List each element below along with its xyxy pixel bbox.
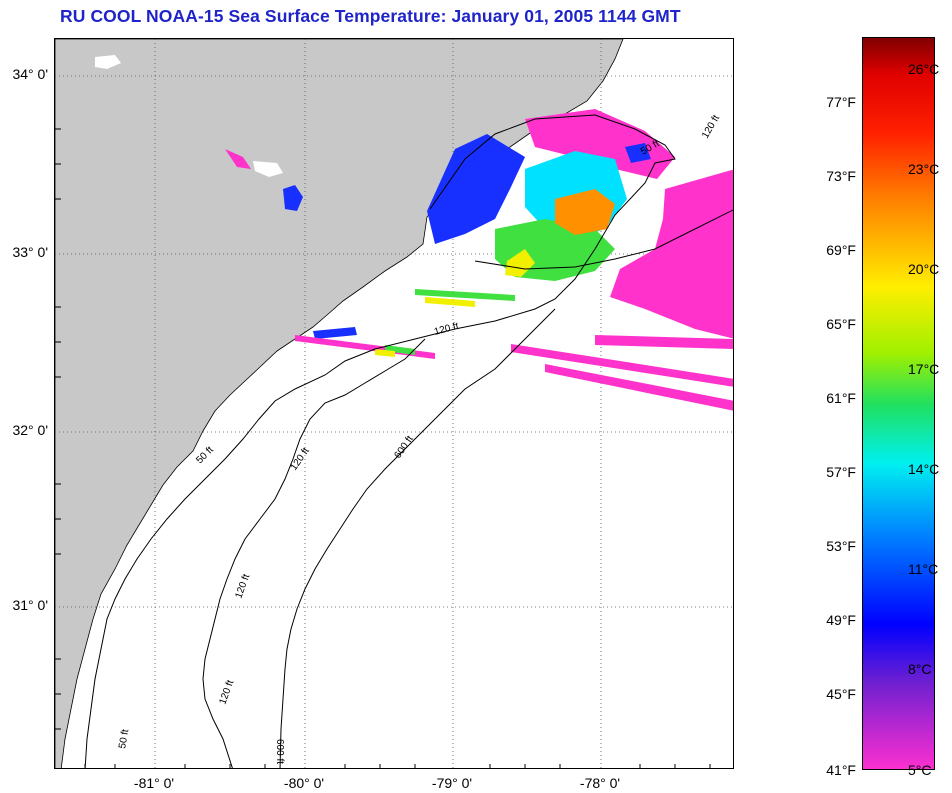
contour-600ft [279,308,556,768]
sst-swath [313,327,357,339]
depth-contours [84,114,733,768]
sst-map[interactable]: 50 ft 120 ft 50 ft 120 ft 600 ft 120 ft … [54,38,734,769]
colorbar-celsius-label: 26°C [908,61,940,77]
map-title: RU COOL NOAA-15 Sea Surface Temperature:… [60,6,681,26]
inland-lake [253,161,283,177]
sst-patch-blue [625,143,651,163]
sst-swath [595,335,733,349]
temperature-colorbar [862,37,935,770]
colorbar-celsius-label: 5°C [908,762,932,778]
sst-patch-yellow [505,249,535,277]
sst-swath [425,297,475,307]
contour-label: 120 ft [433,321,460,338]
sst-patch-magenta [225,149,251,169]
sst-swath [375,349,395,357]
sst-swath [415,289,515,301]
frame-ticks [55,128,711,768]
sst-swath [545,364,733,411]
colorbar-celsius-label: 20°C [908,261,940,277]
colorbar-fahrenheit-label: 69°F [826,242,856,258]
contour-label: 50 ft [194,444,216,466]
colorbar-fahrenheit-label: 65°F [826,316,856,332]
contour-120ft [202,338,426,768]
latitude-label: 34° 0' [12,66,48,82]
colorbar-fahrenheit-label: 61°F [826,390,856,406]
contour-label: 600 ft [274,739,285,764]
sst-swath [511,344,733,387]
lat-lon-grid [55,39,733,768]
contour-label: 120 ft [233,573,252,600]
sst-swath [385,345,415,355]
colorbar-fahrenheit-label: 41°F [826,762,856,778]
colorbar-fahrenheit-label: 73°F [826,168,856,184]
contour-label: 120 ft [217,679,236,706]
sst-swath [295,335,435,359]
map-canvas: 50 ft 120 ft 50 ft 120 ft 600 ft 120 ft … [55,39,733,768]
contour-50ft [84,114,676,768]
colorbar-fahrenheit-label: 53°F [826,538,856,554]
sst-data-layer [225,109,733,411]
longitude-label: -81° 0' [133,775,175,791]
colorbar-celsius-label: 23°C [908,161,940,177]
latitude-label: 31° 0' [12,597,48,613]
contour-label: 120 ft [288,446,311,473]
colorbar-fahrenheit-label: 57°F [826,464,856,480]
contour-label: 120 ft [700,113,722,140]
land-mass [55,39,624,768]
contour-label: 50 ft [117,728,131,749]
colorbar-fahrenheit-label: 77°F [826,94,856,110]
contour-120ft [474,209,733,270]
latitude-label: 33° 0' [12,244,48,260]
latitude-label: 32° 0' [12,422,48,438]
colorbar-fahrenheit-label: 49°F [826,612,856,628]
longitude-label: -78° 0' [579,775,621,791]
longitude-label: -79° 0' [431,775,473,791]
longitude-label: -80° 0' [283,775,325,791]
sst-patch-magenta [610,169,733,339]
sst-patch-orange [555,189,615,235]
contour-label: 600 ft [392,434,415,461]
colorbar-celsius-label: 17°C [908,361,940,377]
colorbar-celsius-label: 11°C [908,561,939,577]
colorbar-fahrenheit-label: 45°F [826,686,856,702]
sst-patch-blue [283,185,303,211]
inland-lake [95,55,121,69]
colorbar-celsius-label: 14°C [908,461,940,477]
sst-patch-blue [427,134,525,244]
colorbar-celsius-label: 8°C [908,661,932,677]
